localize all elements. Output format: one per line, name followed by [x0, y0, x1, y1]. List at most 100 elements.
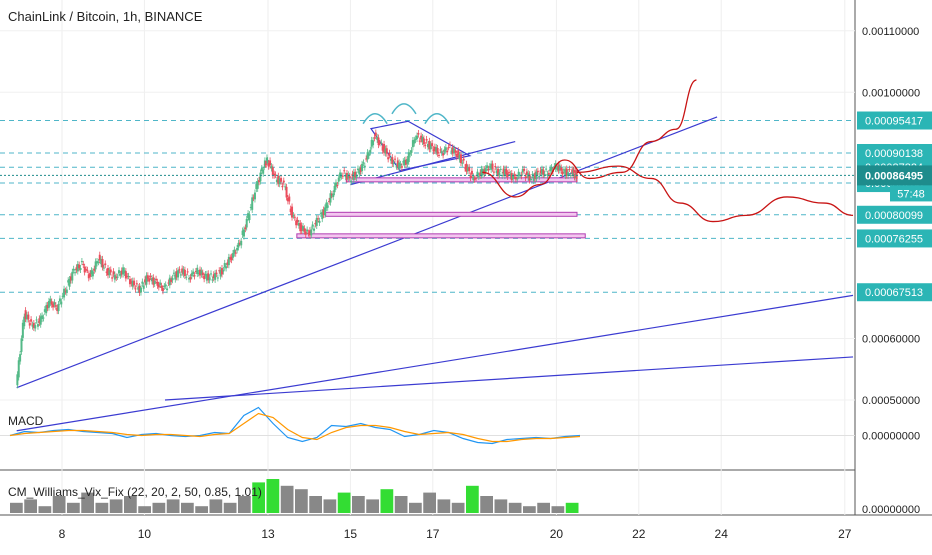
candle-body: [57, 304, 60, 312]
candle-body: [131, 280, 134, 287]
candle-body: [237, 242, 240, 248]
candle-body: [188, 278, 191, 280]
candle-body: [234, 252, 237, 254]
candle-body: [358, 169, 361, 175]
candle-body: [50, 301, 53, 305]
candle-body: [244, 227, 247, 230]
candle-body: [498, 172, 501, 176]
candle-body: [352, 171, 355, 181]
candle-body: [210, 273, 213, 275]
candle-body: [516, 178, 519, 180]
candle-body: [407, 152, 410, 162]
last-price-label: 0.00086495: [865, 170, 923, 182]
candle-body: [30, 319, 33, 322]
candle-body: [523, 168, 526, 171]
candle-body: [260, 168, 263, 172]
candle-body: [74, 272, 77, 274]
candle-body: [389, 158, 392, 161]
candle-body: [297, 223, 300, 226]
candle-body: [334, 182, 337, 187]
candle-body: [431, 143, 434, 147]
candle-body: [411, 140, 414, 148]
candle-body: [461, 162, 464, 164]
candle-body: [71, 271, 74, 281]
vix-bar: [380, 489, 394, 513]
candle-body: [242, 229, 245, 237]
vix-bar: [537, 502, 550, 513]
candle-body: [313, 228, 316, 231]
candle-body: [564, 169, 567, 176]
candle-body: [120, 270, 123, 275]
x-tick-label: 8: [59, 527, 66, 541]
candle-body: [196, 267, 199, 275]
candle-body: [532, 176, 535, 182]
candle-body: [63, 288, 66, 298]
candle-body: [542, 169, 545, 175]
candle-body: [146, 275, 149, 279]
candle-body: [56, 307, 59, 312]
candle-body: [344, 175, 347, 178]
candle-body: [556, 168, 559, 170]
candle-body: [205, 273, 208, 281]
candle-body: [223, 262, 226, 268]
vix-bar: [124, 496, 137, 513]
vix-bar: [466, 485, 479, 513]
candle-body: [82, 263, 85, 265]
candle-body: [326, 205, 329, 208]
candle-body: [350, 180, 353, 183]
candle-body: [444, 147, 447, 151]
candle-body: [108, 270, 111, 275]
vix-bar: [223, 502, 237, 513]
candle-body: [465, 163, 468, 172]
candle-body: [398, 162, 401, 169]
candle-body: [296, 219, 299, 223]
vix-bar: [523, 506, 536, 513]
candle-body: [534, 172, 537, 179]
candle-body: [425, 139, 428, 141]
candle-body: [284, 186, 287, 188]
vix-bar: [337, 492, 351, 513]
candle-body: [508, 171, 511, 173]
candle-body: [486, 165, 489, 169]
candle-body: [27, 314, 30, 320]
candle-body: [60, 301, 63, 305]
candle-body: [225, 266, 228, 269]
candle-body: [28, 323, 31, 326]
candle-body: [52, 304, 55, 308]
candle-body: [318, 220, 321, 223]
candle-body: [145, 275, 148, 285]
candle-body: [16, 374, 19, 386]
candle-body: [182, 269, 185, 275]
candle-body: [422, 138, 425, 145]
vix-bar: [551, 506, 565, 513]
macd-series-macd: [9, 406, 581, 445]
candle-body: [454, 150, 457, 153]
candle-body: [216, 277, 219, 279]
candle-body: [79, 268, 82, 270]
vix-bar: [508, 502, 522, 513]
candle-body: [42, 317, 45, 319]
candle-body: [135, 283, 138, 285]
candle-body: [247, 213, 250, 219]
candle-body: [133, 280, 136, 286]
candle-body: [337, 177, 340, 182]
candle-body: [293, 216, 296, 218]
candle-body: [266, 160, 269, 163]
candle-body: [105, 271, 108, 273]
vix-bar: [366, 499, 379, 513]
candle-body: [306, 229, 309, 232]
candle-body: [111, 277, 114, 279]
candle-body: [394, 158, 397, 160]
candle-body: [80, 261, 83, 263]
candle-body: [149, 276, 152, 278]
candle-body: [85, 269, 88, 271]
candle-body: [378, 143, 381, 145]
candle-body: [163, 286, 166, 288]
trendline: [16, 116, 718, 389]
vix-bar: [252, 482, 265, 513]
candle-body: [112, 271, 115, 275]
candle-body: [211, 279, 214, 281]
candle-body: [448, 144, 451, 146]
candle-body: [373, 137, 376, 139]
